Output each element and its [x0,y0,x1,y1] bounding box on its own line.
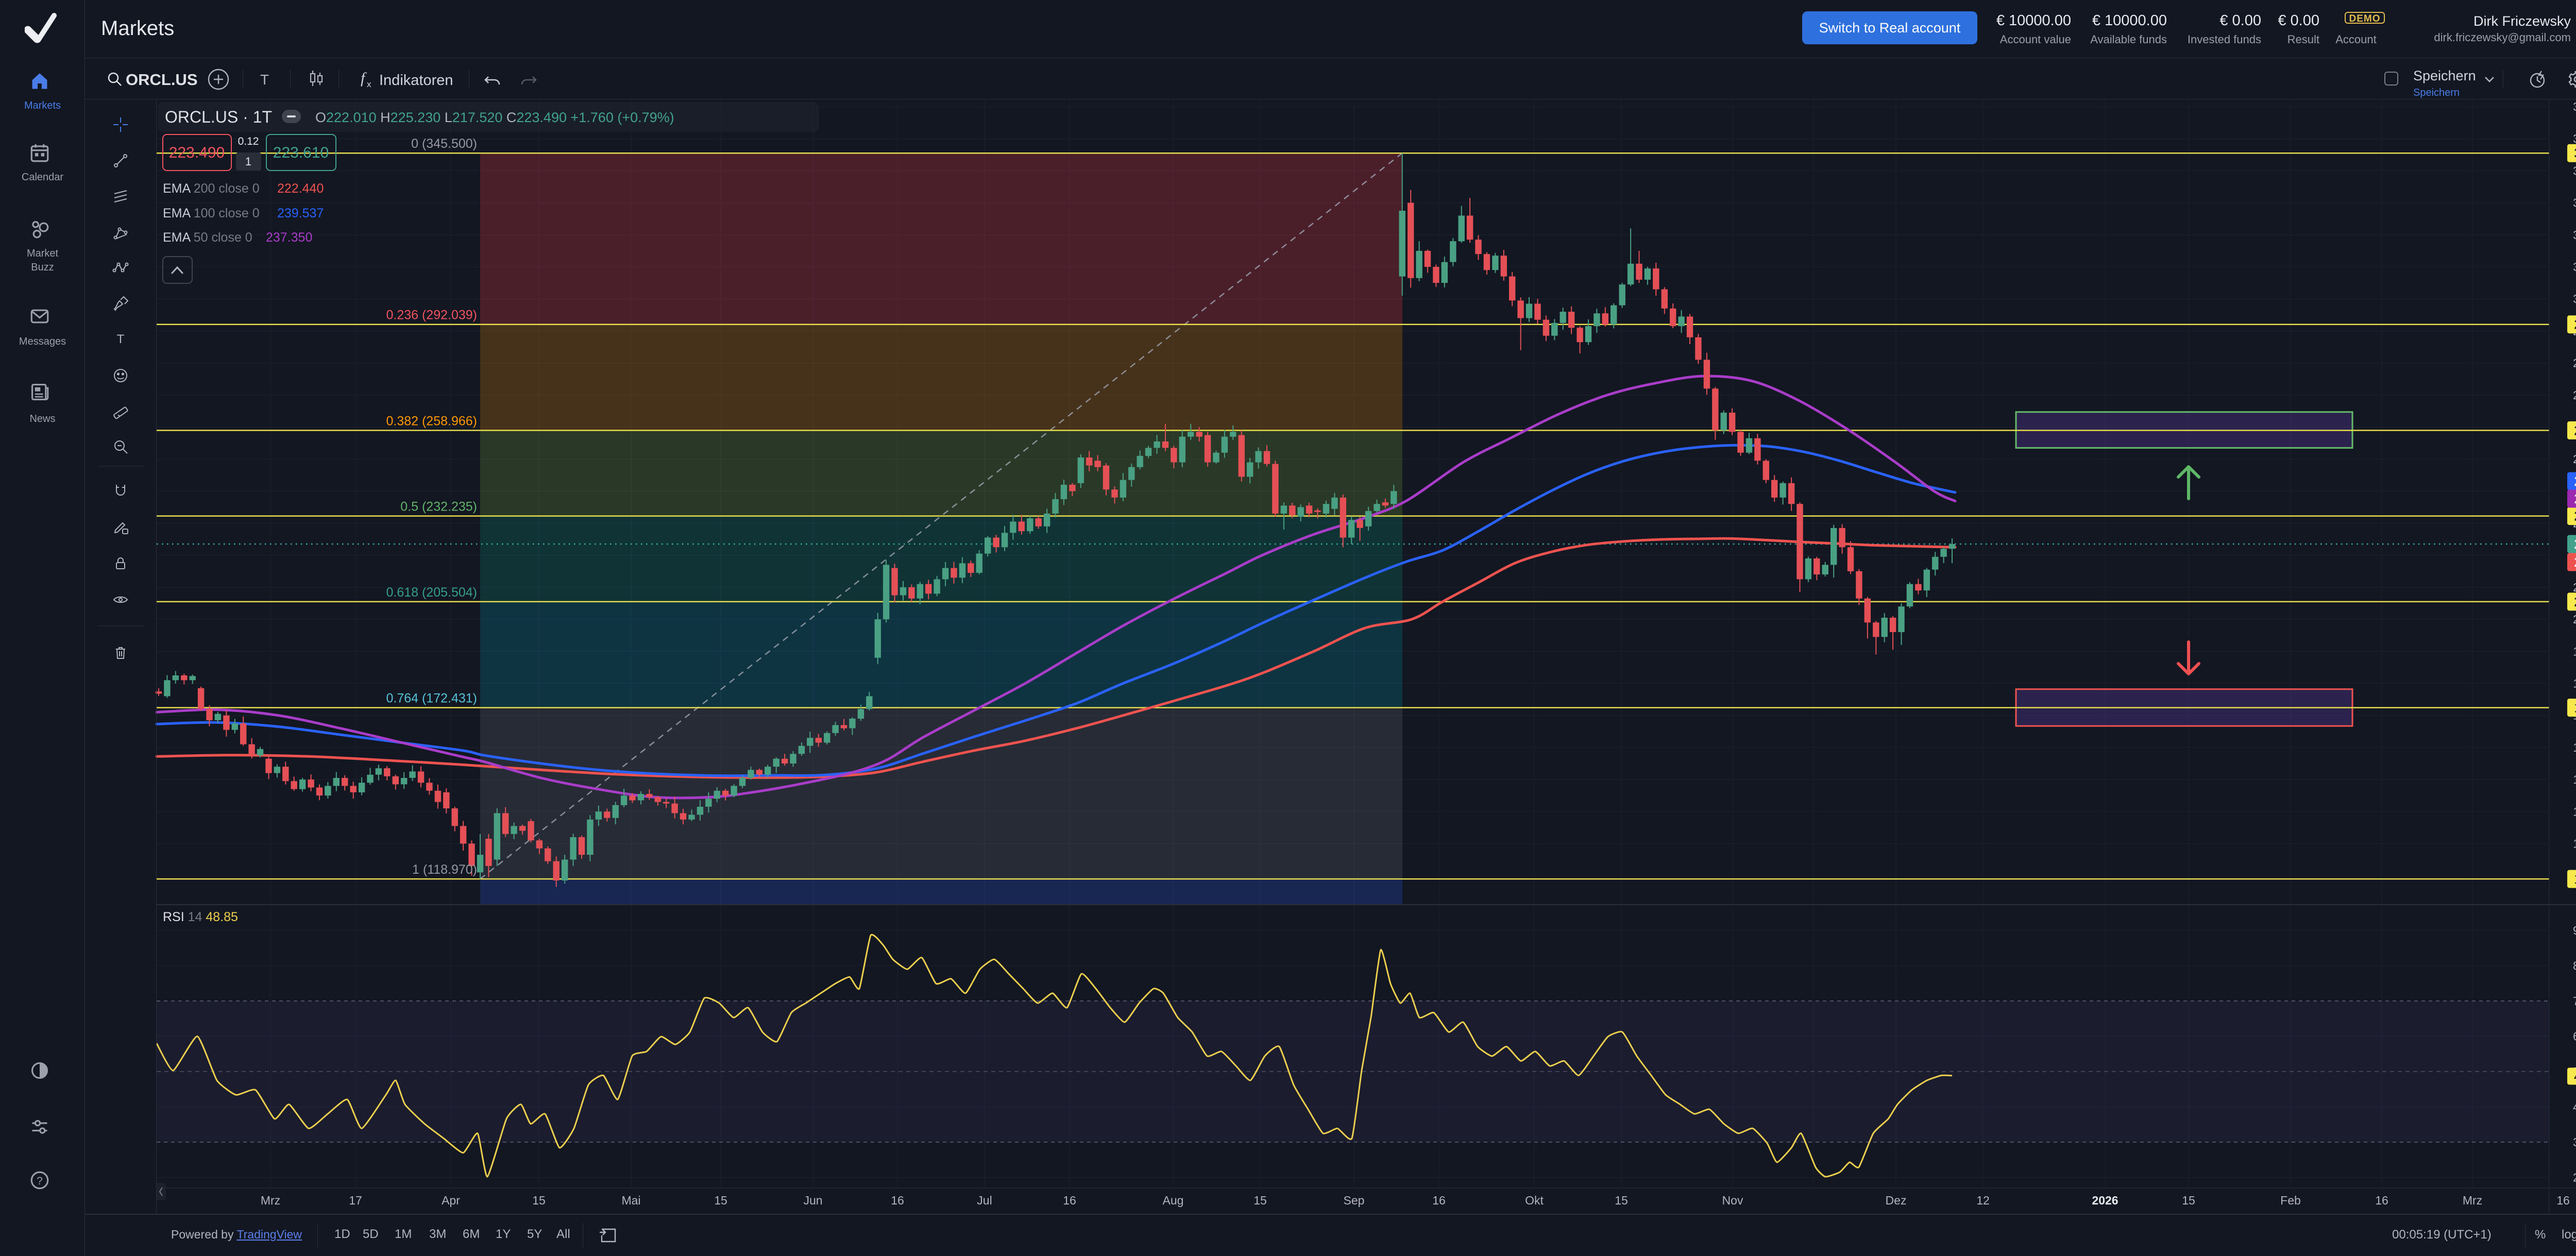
svg-text:Feb: Feb [2280,1194,2301,1207]
svg-text:30.00: 30.00 [2573,1135,2576,1149]
svg-text:Sep: Sep [1344,1194,1365,1207]
svg-text:16: 16 [1432,1194,1446,1207]
svg-text:300.000: 300.000 [2573,292,2576,305]
svg-text:EMA 200 close 0: EMA 200 close 0 [163,181,260,196]
svg-text:Aug: Aug [1163,1194,1184,1207]
svg-text:320.000: 320.000 [2573,228,2576,242]
svg-text:0.5 (232.235): 0.5 (232.235) [400,500,477,514]
svg-text:160.000: 160.000 [2573,741,2576,754]
svg-text:210.000: 210.000 [2573,581,2576,594]
svg-text:Mrz: Mrz [2463,1194,2482,1207]
svg-text:60.00: 60.00 [2573,1030,2576,1043]
svg-text:200.000: 200.000 [2573,613,2576,626]
svg-text:?: ? [37,1175,43,1187]
svg-text:345.500: 345.500 [2574,145,2576,161]
svg-text:223.490: 223.490 [2574,536,2576,552]
svg-text:130.000: 130.000 [2573,837,2576,851]
svg-text:EMA 50 close 0: EMA 50 close 0 [163,230,252,245]
svg-text:Nov: Nov [1722,1194,1743,1207]
svg-text:330.000: 330.000 [2573,196,2576,210]
svg-text:Apr: Apr [442,1194,460,1207]
svg-text:80.00: 80.00 [2573,959,2576,973]
svg-text:310.000: 310.000 [2573,260,2576,274]
svg-text:118.970: 118.970 [2574,871,2576,887]
svg-text:180.000: 180.000 [2573,677,2576,690]
svg-text:EMA 100 close 0: EMA 100 close 0 [163,206,260,220]
svg-text:239.537: 239.537 [277,206,324,220]
svg-text:f: f [361,70,367,87]
svg-text:ORCL.US · 1T: ORCL.US · 1T [165,108,272,126]
svg-text:0 (345.500): 0 (345.500) [411,137,477,151]
svg-text:17: 17 [349,1194,362,1207]
svg-text:239.537: 239.537 [2574,473,2576,489]
svg-text:280.000: 280.000 [2573,357,2576,370]
svg-text:16: 16 [2556,1194,2570,1207]
svg-text:360.000: 360.000 [2573,100,2576,113]
svg-text:222.440: 222.440 [2574,554,2576,570]
svg-text:1 (118.970): 1 (118.970) [412,862,477,877]
svg-text:250.000: 250.000 [2573,452,2576,466]
svg-text:223.490: 223.490 [169,144,225,161]
svg-text:190.000: 190.000 [2573,644,2576,658]
svg-text:40.00: 40.00 [2573,1100,2576,1114]
svg-text:340.000: 340.000 [2573,164,2576,177]
svg-text:1: 1 [245,155,251,168]
svg-text:292.039: 292.039 [2574,317,2576,332]
svg-text:70.00: 70.00 [2573,994,2576,1008]
svg-text:Mrz: Mrz [261,1194,280,1207]
svg-text:0.764 (172.431): 0.764 (172.431) [386,691,477,706]
svg-text:0.382 (258.966): 0.382 (258.966) [386,414,477,428]
svg-text:Mai: Mai [621,1194,640,1207]
svg-text:16: 16 [891,1194,904,1207]
svg-text:x: x [367,79,371,89]
svg-text:48.85: 48.85 [2574,1068,2576,1084]
svg-text:Jul: Jul [977,1194,992,1207]
svg-text:Okt: Okt [1525,1194,1544,1207]
svg-text:0.236 (292.039): 0.236 (292.039) [386,308,477,323]
svg-text:T: T [117,332,125,346]
svg-text:12: 12 [1976,1194,1990,1207]
svg-text:15: 15 [714,1194,727,1207]
svg-text:258.966: 258.966 [2574,422,2576,438]
svg-text:O222.010 H225.230 L217.520 C22: O222.010 H225.230 L217.520 C223.490 +1.7… [315,110,674,125]
svg-text:90.00: 90.00 [2573,924,2576,937]
svg-text:15: 15 [1253,1194,1267,1207]
svg-text:15: 15 [2182,1194,2195,1207]
svg-text:140.000: 140.000 [2573,805,2576,818]
svg-text:16: 16 [2375,1194,2388,1207]
svg-text:172.431: 172.431 [2574,700,2576,716]
svg-text:237.350: 237.350 [2574,491,2576,506]
svg-text:237.350: 237.350 [266,230,312,245]
svg-text:222.440: 222.440 [277,181,324,196]
svg-text:20.00: 20.00 [2573,1171,2576,1184]
svg-text:15: 15 [532,1194,546,1207]
svg-text:232.235: 232.235 [2574,508,2576,524]
svg-text:Dez: Dez [1886,1194,1907,1207]
svg-text:0.12: 0.12 [238,135,259,147]
svg-text:223.610: 223.610 [273,144,329,161]
svg-text:Jun: Jun [803,1194,822,1207]
svg-text:2026: 2026 [2092,1194,2118,1207]
svg-text:15: 15 [1615,1194,1628,1207]
svg-text:350.000: 350.000 [2573,132,2576,145]
svg-text:205.504: 205.504 [2574,594,2576,609]
svg-text:RSI 14 48.85: RSI 14 48.85 [163,910,238,924]
svg-text:270.000: 270.000 [2573,388,2576,402]
svg-text:16: 16 [1063,1194,1076,1207]
svg-text:0.618 (205.504): 0.618 (205.504) [386,585,477,600]
svg-text:150.000: 150.000 [2573,773,2576,786]
